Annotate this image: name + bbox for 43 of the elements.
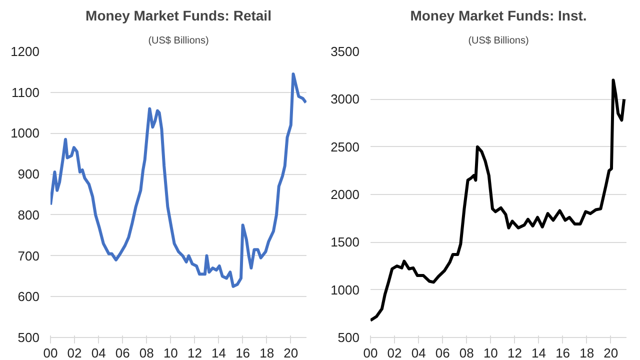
chart-title: Money Market Funds: Inst. — [410, 8, 587, 24]
y-tick-label: 1000 — [330, 282, 360, 298]
x-tick-label: 00 — [363, 346, 378, 360]
chart-title: Money Market Funds: Retail — [86, 8, 272, 24]
x-tick-label: 18 — [580, 346, 594, 360]
x-tick-label: 02 — [387, 346, 402, 360]
x-tick-label: 10 — [163, 346, 178, 360]
x-tick-label: 14 — [532, 346, 546, 360]
x-tick-label: 08 — [139, 346, 154, 360]
x-tick-label: 04 — [411, 346, 426, 360]
x-tick-label: 16 — [556, 346, 570, 360]
y-tick-label: 700 — [18, 248, 40, 264]
x-tick-label: 06 — [115, 346, 130, 360]
x-tick-label: 12 — [187, 346, 202, 360]
x-tick-label: 16 — [236, 346, 250, 360]
y-tick-label: 500 — [338, 330, 360, 345]
x-tick-label: 14 — [212, 346, 226, 360]
y-tick-label: 800 — [18, 207, 40, 222]
y-tick-label: 1200 — [10, 44, 40, 59]
y-tick-label: 3000 — [330, 92, 360, 107]
chart-subtitle: (US$ Billions) — [468, 36, 529, 46]
x-tick-label: 02 — [67, 346, 82, 360]
line-series — [50, 72, 306, 288]
y-tick-label: 600 — [18, 289, 40, 304]
y-tick-label: 2500 — [330, 139, 360, 154]
x-tick-label: 06 — [435, 346, 450, 360]
y-tick-label: 3500 — [330, 44, 360, 59]
x-tick-label: 08 — [459, 346, 474, 360]
x-tick-label: 18 — [260, 346, 274, 360]
x-tick-label: 12 — [507, 346, 522, 360]
y-tick-label: 900 — [18, 166, 40, 182]
x-tick-label: 00 — [43, 346, 58, 360]
x-tick-label: 20 — [604, 346, 618, 360]
x-tick-label: 10 — [483, 346, 498, 360]
chart-subtitle: (US$ Billions) — [148, 36, 209, 46]
y-tick-label: 1000 — [10, 126, 40, 141]
y-tick-label: 2000 — [330, 187, 360, 202]
x-tick-label: 20 — [284, 346, 298, 360]
y-tick-label: 1100 — [12, 84, 40, 100]
line-series — [370, 78, 626, 322]
y-tick-label: 500 — [18, 330, 40, 345]
x-tick-label: 04 — [91, 346, 106, 360]
y-tick-label: 1500 — [330, 234, 360, 250]
